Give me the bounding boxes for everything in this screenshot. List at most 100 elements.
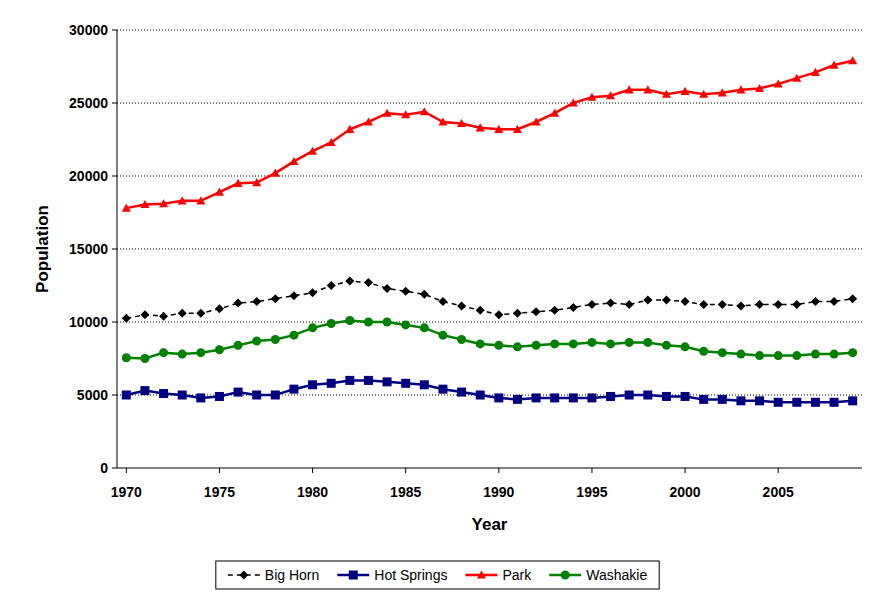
point [830,398,839,407]
point [718,395,727,404]
point [587,393,596,402]
x-tick-label: 2005 [763,484,794,500]
point [234,179,243,187]
y-tick-label: 20000 [69,168,108,184]
point [699,395,708,404]
point [625,391,634,400]
point [159,348,168,357]
point [140,386,149,395]
point [606,339,615,348]
x-tick [778,468,779,473]
point [420,323,429,332]
y-tick-label: 10000 [69,314,108,330]
point [606,299,615,308]
point [755,396,764,405]
point [122,391,131,400]
point [215,345,224,354]
point [140,310,149,319]
x-tick [591,468,592,473]
point [252,336,261,345]
point [271,335,280,344]
point [718,348,727,357]
point [736,301,745,310]
x-tick-label: 2000 [669,484,700,500]
y-tick-label: 0 [100,460,108,476]
point [401,110,410,118]
point [457,301,466,310]
point [718,300,727,309]
point [140,354,149,363]
point [438,297,447,306]
point [830,297,839,306]
point [122,314,131,323]
x-tick-label: 1970 [111,484,142,500]
point [848,396,857,405]
point [792,74,801,82]
x-axis [117,468,862,469]
x-tick [685,468,686,473]
point [271,391,280,400]
point [774,80,783,88]
point [681,342,690,351]
point [662,90,671,98]
x-tick [126,468,127,473]
point [606,392,615,401]
point [643,85,652,93]
series-line [126,281,852,318]
point [345,277,354,286]
point [662,296,671,305]
y-tick-label: 5000 [77,387,108,403]
point [457,388,466,397]
point [718,88,727,96]
point [792,351,801,360]
point [401,379,410,388]
y-axis-label: Population [33,205,52,293]
point [457,335,466,344]
y-tick [112,176,117,177]
x-tick-label: 1995 [576,484,607,500]
point [811,68,820,76]
point [681,392,690,401]
point [178,196,187,204]
point [550,339,559,348]
point [681,297,690,306]
x-tick-label: 1975 [204,484,235,500]
x-tick-label: 1980 [297,484,328,500]
point [308,380,317,389]
plot-area [122,56,857,407]
point [774,300,783,309]
legend-label: Big Horn [265,567,319,583]
point [513,125,522,133]
point [252,391,261,400]
point [122,204,131,212]
legend-label: Park [502,567,532,583]
point [159,389,168,398]
legend: Big HornHot SpringsParkWashakie [216,561,659,589]
point [550,393,559,402]
point [513,309,522,318]
background [0,0,875,598]
point [476,391,485,400]
point [811,350,820,359]
point [587,93,596,101]
point [830,61,839,69]
grid-line [117,176,862,177]
legend-label: Washakie [586,567,647,583]
point [457,119,466,127]
point [140,200,149,208]
point [289,331,298,340]
point [159,199,168,207]
point [234,341,243,350]
point [792,398,801,407]
point [438,117,447,125]
point [569,393,578,402]
point [513,342,522,351]
x-tick [312,468,313,473]
legend-marker [477,571,486,579]
point [476,306,485,315]
point [383,284,392,293]
y-tick [112,395,117,396]
y-axis [117,30,118,468]
y-tick-label: 30000 [69,22,108,38]
point [401,320,410,329]
